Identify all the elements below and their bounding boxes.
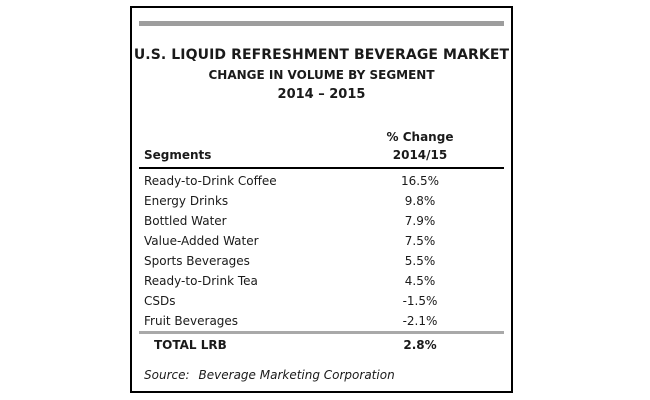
segment-label: CSDs	[144, 294, 176, 308]
change-value: 4.5%	[404, 274, 436, 288]
source-text: Beverage Marketing Corporation	[198, 368, 395, 382]
table-body: Ready-to-Drink Coffee 16.5% Energy Drink…	[132, 171, 511, 331]
table-row: Bottled Water 7.9%	[132, 211, 511, 231]
report-period: 2014 – 2015	[277, 87, 366, 102]
change-value: 5.5%	[404, 254, 436, 268]
source-note: Source: Beverage Marketing Corporation	[144, 368, 395, 382]
change-value: 16.5%	[400, 174, 440, 188]
change-value: 7.5%	[404, 234, 436, 248]
total-value: 2.8%	[403, 338, 437, 352]
segment-label: Value-Added Water	[144, 234, 259, 248]
change-value: 7.9%	[404, 214, 436, 228]
segment-label: Ready-to-Drink Tea	[144, 274, 258, 288]
table-row: Ready-to-Drink Tea 4.5%	[132, 271, 511, 291]
report-subtitle: CHANGE IN VOLUME BY SEGMENT	[208, 68, 435, 82]
table-row: Energy Drinks 9.8%	[132, 191, 511, 211]
total-divider-line	[139, 331, 504, 334]
report-card: U.S. LIQUID REFRESHMENT BEVERAGE MARKET …	[130, 6, 513, 393]
total-label: TOTAL LRB	[154, 338, 227, 352]
column-header-year: 2014/15	[392, 148, 448, 162]
table-row: Ready-to-Drink Coffee 16.5%	[132, 171, 511, 191]
segment-label: Energy Drinks	[144, 194, 229, 208]
table-row: Fruit Beverages -2.1%	[132, 311, 511, 331]
header-divider-line	[139, 167, 504, 169]
segment-label: Ready-to-Drink Coffee	[144, 174, 277, 188]
column-header-segments: Segments	[144, 148, 212, 162]
source-label: Source:	[144, 368, 190, 382]
table-header-row: Segments 2014/15	[132, 148, 511, 166]
table-row: CSDs -1.5%	[132, 291, 511, 311]
report-title: U.S. LIQUID REFRESHMENT BEVERAGE MARKET	[133, 47, 510, 63]
total-row: TOTAL LRB 2.8%	[132, 335, 511, 355]
change-value: -1.5%	[402, 294, 438, 308]
segment-label: Bottled Water	[144, 214, 227, 228]
segment-label: Sports Beverages	[144, 254, 250, 268]
table-row: Sports Beverages 5.5%	[132, 251, 511, 271]
top-accent-bar	[139, 21, 504, 26]
table-row: Value-Added Water 7.5%	[132, 231, 511, 251]
change-value: 9.8%	[404, 194, 436, 208]
column-header-percent-change: % Change	[386, 130, 454, 144]
change-value: -2.1%	[402, 314, 438, 328]
segment-label: Fruit Beverages	[144, 314, 239, 328]
